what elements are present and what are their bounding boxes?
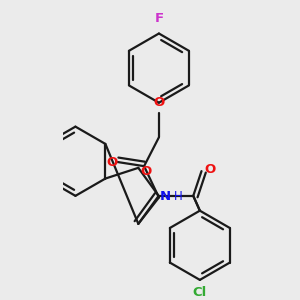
- Text: O: O: [204, 163, 215, 176]
- Text: H: H: [174, 190, 182, 203]
- Text: Cl: Cl: [193, 286, 207, 299]
- Text: O: O: [141, 165, 152, 178]
- Text: O: O: [106, 155, 118, 169]
- Text: O: O: [153, 96, 164, 109]
- Text: N: N: [160, 190, 171, 203]
- Text: F: F: [154, 12, 164, 25]
